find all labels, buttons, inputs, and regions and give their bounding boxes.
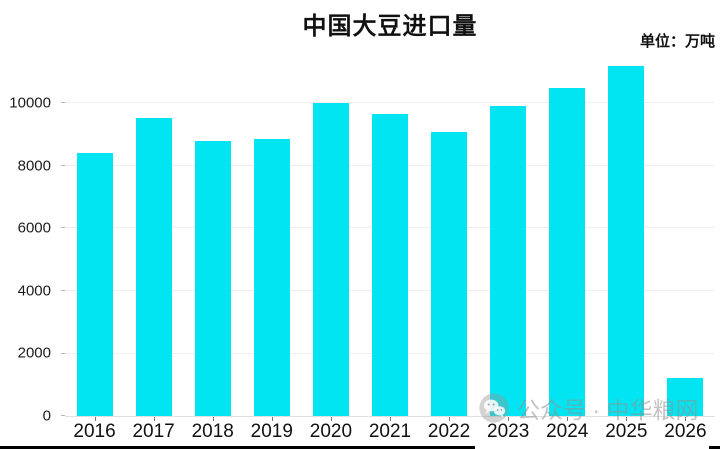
y-axis-tick <box>61 289 65 291</box>
x-axis-tick-2016 <box>94 417 96 421</box>
x-axis-tick-2018 <box>212 417 214 421</box>
bar-2023 <box>490 105 527 416</box>
bar-2026 <box>667 377 704 416</box>
unit-label: 单位：万吨 <box>639 33 715 50</box>
x-axis-tick-2024 <box>567 417 569 421</box>
y-axis-label-4000: 4000 <box>17 282 51 300</box>
x-axis-tick-2023 <box>508 417 510 421</box>
x-axis-label-2025: 2025 <box>605 421 648 442</box>
bar-2020 <box>312 102 349 416</box>
bar-2018 <box>194 140 231 416</box>
x-axis-label-2026: 2026 <box>664 421 707 442</box>
x-axis-label-2019: 2019 <box>250 421 293 442</box>
y-axis-tick <box>61 352 65 354</box>
x-axis-label-2017: 2017 <box>132 421 175 442</box>
y-axis-label-0: 0 <box>42 407 51 425</box>
bar-2016 <box>76 153 113 416</box>
x-axis-tick-2025 <box>626 417 628 421</box>
bar-2017 <box>135 117 172 416</box>
y-axis-tick <box>61 164 65 166</box>
y-axis-label-2000: 2000 <box>17 344 51 362</box>
plot-area <box>61 60 715 417</box>
x-axis-label-2024: 2024 <box>546 421 589 442</box>
bar-2022 <box>431 132 468 416</box>
y-axis-label-6000: 6000 <box>17 219 51 237</box>
bar-2024 <box>549 87 586 416</box>
x-axis-tick-2022 <box>449 417 451 421</box>
y-axis-tick <box>61 102 65 104</box>
video-progress-bar-left <box>0 446 475 449</box>
y-axis-tick <box>61 415 65 416</box>
chart-title: 中国大豆进口量 <box>302 13 478 40</box>
y-axis-label-10000: 10000 <box>9 94 51 112</box>
bar-2025 <box>608 65 645 416</box>
x-axis-tick-2017 <box>153 417 155 421</box>
y-axis-label-8000: 8000 <box>17 157 51 175</box>
x-axis-label-2020: 2020 <box>309 421 353 442</box>
x-axis-label-2018: 2018 <box>191 421 234 442</box>
y-axis-tick <box>61 227 65 229</box>
x-axis-label-2023: 2023 <box>487 421 530 442</box>
x-axis-tick-2020 <box>330 417 332 421</box>
x-axis-label-2016: 2016 <box>73 421 116 442</box>
x-axis-tick-2019 <box>271 417 273 421</box>
x-axis-tick-2026 <box>685 417 687 421</box>
x-axis-label-2021: 2021 <box>368 421 412 442</box>
x-axis-label-2022: 2022 <box>427 421 471 442</box>
video-progress-bar-right <box>709 446 720 449</box>
x-axis-tick-2021 <box>390 417 391 421</box>
bar-2019 <box>253 138 290 416</box>
bar-2021 <box>372 114 408 416</box>
gridline-10000 <box>65 102 715 104</box>
